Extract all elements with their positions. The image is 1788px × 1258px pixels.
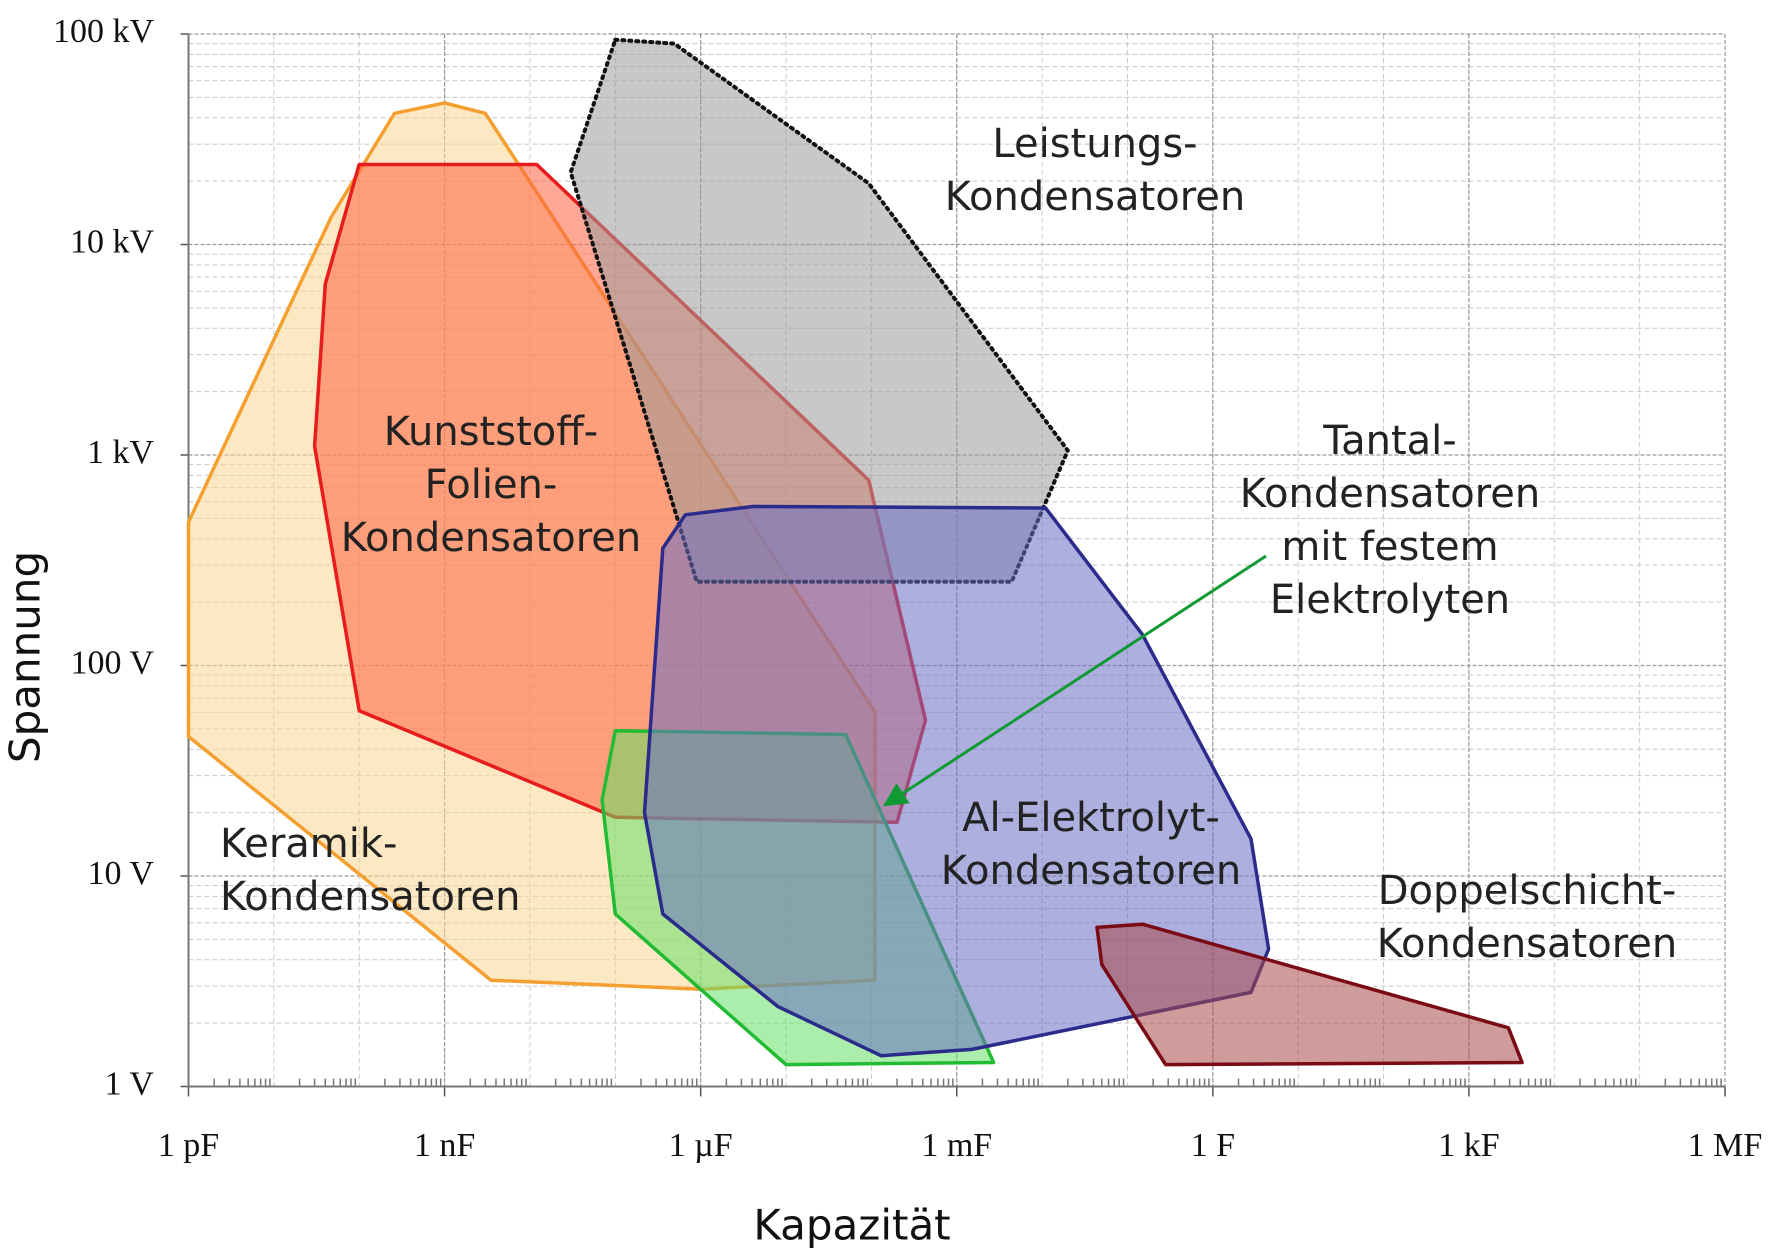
region-label: Kondensatoren [941,848,1241,894]
region-label: Al-Elektrolyt- [962,795,1220,841]
region [642,504,1271,1058]
region-label: Kondensatoren [220,874,520,920]
y-tick-label: 100 V [71,644,155,681]
y-axis-title: Spannung [1,551,50,763]
labels: Keramik- Kondensatoren Kunststoff- Folien- K… [220,121,1677,967]
region [1095,922,1524,1067]
x-tick-label: 1 kF [1438,1127,1499,1164]
region-label: Elektrolyten [1270,577,1510,623]
region-label: Kondensatoren [1377,921,1677,967]
region-label: mit festem [1281,524,1498,570]
annotation-arrow [882,554,1267,807]
region-label: Kondensatoren [945,174,1245,220]
x-tick-label: 1 MF [1688,1127,1763,1164]
x-tick-label: 1 µF [669,1127,733,1164]
y-tick-label: 10 V [88,855,155,892]
region-label: Leistungs- [992,121,1197,167]
y-tick-label: 100 kV [53,13,155,50]
y-tick-label: 10 kV [70,223,155,260]
y-tick-label: 1 kV [87,434,155,471]
regions [186,37,1524,1067]
region-label: Doppelschicht- [1378,868,1677,914]
region-label: Kondensatoren [1240,471,1540,517]
region-label: Tantal- [1322,418,1456,464]
region-label: Folien- [425,462,558,508]
x-tick-label: 1 F [1191,1127,1235,1164]
region-label: Kondensatoren [341,515,641,561]
y-tick-label: 1 V [105,1065,155,1102]
x-tick-label: 1 mF [921,1127,992,1164]
x-tick-label: 1 pF [158,1127,219,1164]
x-axis-title: Kapazität [753,1201,950,1250]
x-tick-label: 1 nF [414,1127,475,1164]
region-label: Kunststoff- [384,409,598,455]
region-label: Keramik- [220,821,397,867]
